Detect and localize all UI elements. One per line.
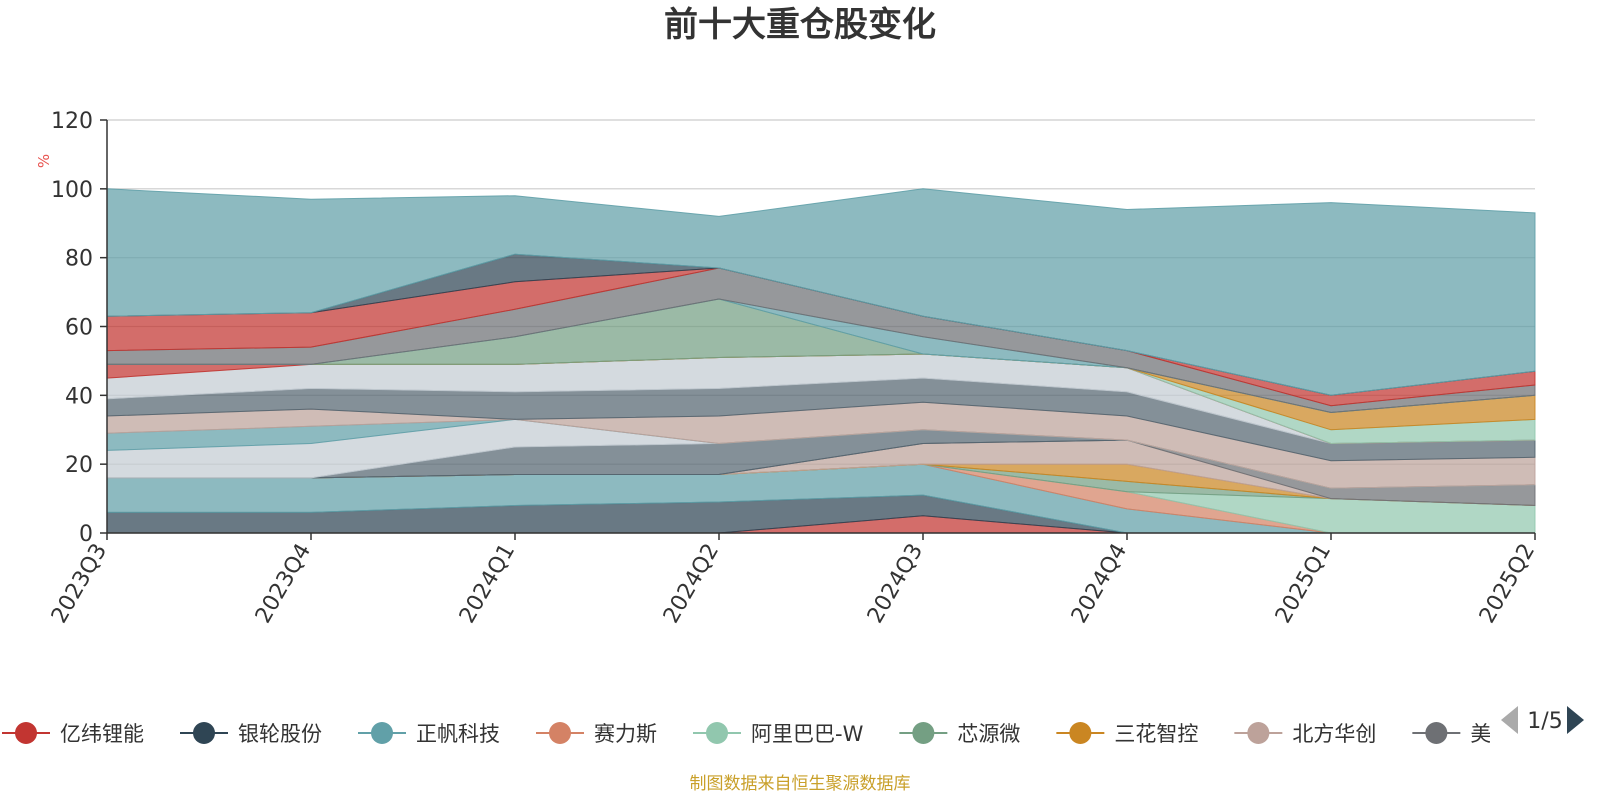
legend-label-3: 赛力斯 <box>594 722 657 746</box>
x-tick-label-3: 2024Q2 <box>659 540 724 628</box>
triangle-left-icon[interactable] <box>1501 706 1518 734</box>
source-note: 制图数据来自恒生聚源数据库 <box>690 774 911 794</box>
stacked-areas <box>106 188 1536 534</box>
x-tick-label-0: 2023Q3 <box>47 540 112 628</box>
y-tick-label-3: 60 <box>65 316 93 341</box>
legend-item-7[interactable]: 北方华创 <box>1234 722 1376 746</box>
legend-item-4[interactable]: 阿里巴巴-W <box>693 722 864 746</box>
y-axis-unit: % <box>35 154 53 168</box>
y-tick-label-6: 120 <box>51 109 93 134</box>
legend-marker-3 <box>549 722 571 744</box>
y-tick-label-0: 0 <box>79 522 93 547</box>
legend[interactable]: 亿纬锂能 银轮股份 正帆科技 赛力斯 阿里巴巴-W 芯源微 三花智控 北方华创 美 <box>2 722 1491 746</box>
x-tick-label-1: 2023Q4 <box>251 540 316 628</box>
legend-item-0[interactable]: 亿纬锂能 <box>2 722 144 746</box>
y-tick-label-4: 80 <box>65 247 93 272</box>
triangle-right-icon[interactable] <box>1567 706 1584 734</box>
legend-marker-8 <box>1425 722 1448 744</box>
legend-marker-2 <box>371 722 393 744</box>
legend-label-1: 银轮股份 <box>238 722 322 746</box>
y-tick-label-2: 40 <box>65 384 93 409</box>
legend-item-6[interactable]: 三花智控 <box>1056 722 1198 746</box>
legend-item-3[interactable]: 赛力斯 <box>536 722 657 746</box>
y-tick-label-1: 20 <box>65 453 93 478</box>
legend-item-2[interactable]: 正帆科技 <box>358 722 500 746</box>
legend-item-8[interactable]: 美 <box>1412 722 1491 746</box>
legend-marker-1 <box>193 722 215 744</box>
x-tick-label-2: 2024Q1 <box>455 540 520 628</box>
legend-marker-4 <box>706 722 728 744</box>
legend-page-indicator: 1/5 <box>1527 709 1562 734</box>
legend-label-8: 美 <box>1470 722 1491 746</box>
legend-pager: 1/5 <box>1501 706 1584 734</box>
area-series-23 <box>106 188 1536 396</box>
legend-marker-6 <box>1069 722 1092 744</box>
legend-label-2: 正帆科技 <box>416 722 500 746</box>
legend-label-4: 阿里巴巴-W <box>751 722 864 746</box>
legend-marker-5 <box>912 722 935 744</box>
x-tick-label-7: 2025Q2 <box>1475 540 1540 628</box>
legend-label-7: 北方华创 <box>1292 722 1376 746</box>
legend-marker-0 <box>15 722 37 744</box>
legend-item-1[interactable]: 银轮股份 <box>180 722 322 746</box>
y-tick-label-5: 100 <box>51 178 93 203</box>
x-tick-label-5: 2024Q4 <box>1067 540 1132 628</box>
legend-label-6: 三花智控 <box>1114 722 1198 746</box>
x-tick-label-6: 2025Q1 <box>1271 540 1336 628</box>
legend-marker-7 <box>1247 722 1270 744</box>
x-tick-label-4: 2024Q3 <box>863 540 928 628</box>
legend-item-5[interactable]: 芯源微 <box>899 722 1020 746</box>
legend-label-0: 亿纬锂能 <box>60 722 144 746</box>
chart-title: 前十大重仓股变化 <box>664 5 936 45</box>
legend-label-5: 芯源微 <box>957 722 1020 746</box>
